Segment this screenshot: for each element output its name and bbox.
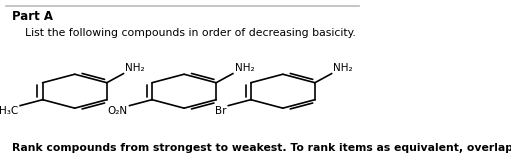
Text: List the following compounds in order of decreasing basicity.: List the following compounds in order of… <box>26 28 356 38</box>
Text: H₃C: H₃C <box>0 106 18 116</box>
Text: NH₂: NH₂ <box>333 63 353 73</box>
Text: Rank compounds from strongest to weakest. To rank items as equivalent, overlap t: Rank compounds from strongest to weakest… <box>12 143 511 153</box>
Text: O₂N: O₂N <box>108 106 128 116</box>
Text: Br: Br <box>215 106 226 116</box>
Text: NH₂: NH₂ <box>235 63 254 73</box>
Text: Part A: Part A <box>12 10 53 23</box>
Text: NH₂: NH₂ <box>125 63 145 73</box>
